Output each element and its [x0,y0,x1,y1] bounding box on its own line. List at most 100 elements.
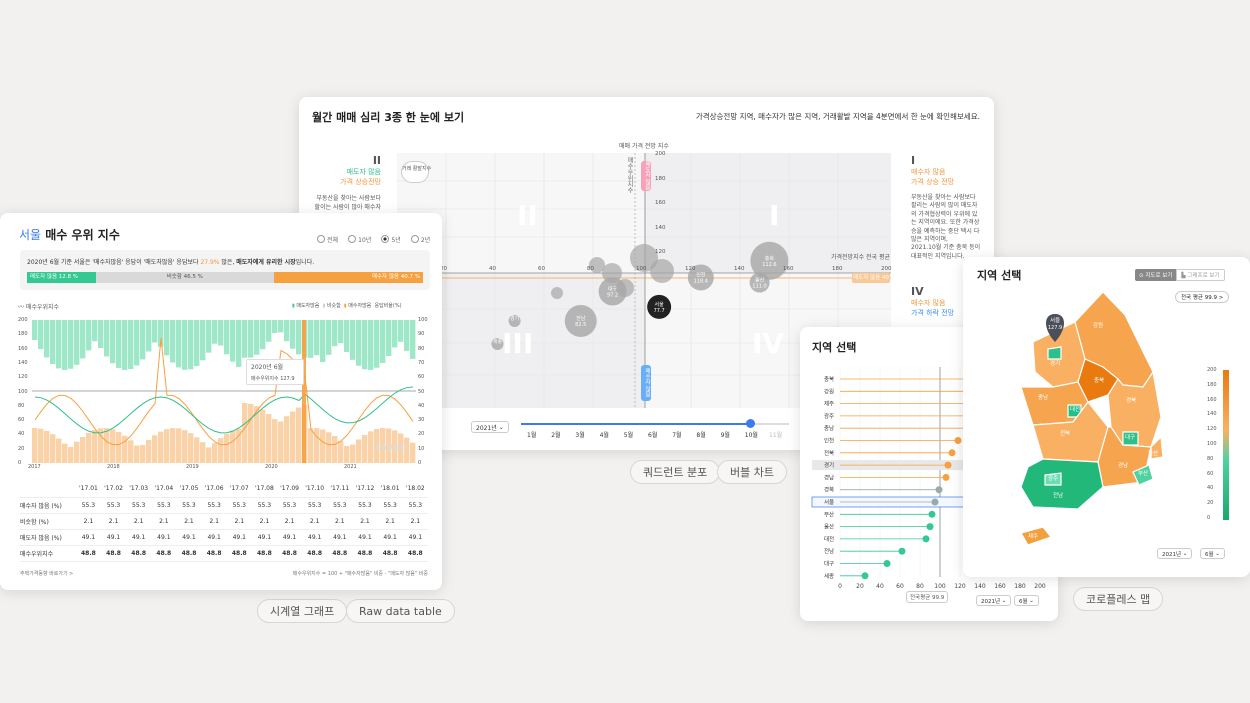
radio-all[interactable]: 전체 [317,235,338,244]
region-name-label[interactable]: 대전 [824,535,834,543]
region-name-label[interactable]: 경기 [824,461,834,469]
lollipop-dot[interactable] [935,486,943,494]
month-label[interactable]: 4월 [599,432,609,439]
lollipop-dot[interactable] [883,560,891,567]
region-name-label[interactable]: 충남 [824,424,834,432]
lollipop-dot[interactable] [928,510,936,518]
month-label[interactable]: 1월 [527,432,537,439]
month-label[interactable]: 7월 [672,432,682,439]
bubble[interactable] [551,287,563,299]
seller-bar [122,320,128,370]
bubble[interactable] [508,314,521,327]
bubble[interactable] [564,304,597,337]
region-name-label[interactable]: 광주 [824,413,834,420]
seoul-pin-icon[interactable] [1046,314,1064,342]
lollipop-dot[interactable] [861,572,869,580]
bubble[interactable] [630,244,658,272]
seller-bar [116,320,122,368]
lollipop-dot[interactable] [948,449,956,457]
month-label[interactable]: 2월 [551,432,561,439]
toggle-graph-view[interactable]: ▙ 그래프로 보기 [1176,269,1225,281]
region-name-label[interactable]: 경북 [824,487,834,494]
q1-line1: 매수자 많음 [911,168,946,176]
region-name-label[interactable]: 경남 [824,473,834,481]
buyer-bar [44,430,50,463]
map-region-label: 경기 [1050,359,1060,367]
national-avg-button[interactable]: 전국 평균 99.9 > [1175,291,1230,303]
month-slider-handle[interactable] [746,419,755,428]
seller-bar [152,320,158,343]
bubble[interactable] [491,338,504,350]
bubble[interactable] [616,279,634,297]
radio-10y-label: 10년 [358,236,372,244]
raw-data-table: '17.01'17.02'17.03'17.04'17.05'17.06'17.… [20,481,428,562]
footer-formula: 매수우위지수 = 100 + "매수자많음" 비중 - "매도자 많음" 비중 [292,571,428,577]
month-label[interactable]: 5월 [623,432,634,439]
y-tick-label: 140 [655,224,666,231]
month-label[interactable]: 3월 [575,432,585,439]
scale-tick: 120 [1207,426,1217,433]
y-tick-label: 180 [655,175,666,182]
region-name-label[interactable]: 부산 [824,510,834,518]
bubble[interactable] [602,263,622,283]
seoul-timeseries-chart [32,320,416,463]
region-name-label[interactable]: 울산 [824,523,834,531]
lollipop-dot[interactable] [931,498,939,506]
region-ulsan [1150,435,1164,460]
region-name-label[interactable]: 서울 [824,498,834,506]
bubble[interactable] [749,272,770,293]
buyer-bar [356,439,362,463]
month-label[interactable]: 6월 [648,432,658,439]
seller-bar [368,320,374,370]
region-name-label[interactable]: 인천 [824,437,834,445]
region-name-label[interactable]: 제주 [824,400,834,408]
lollipop-dot[interactable] [898,547,906,555]
map-month-select[interactable]: 6월 ⌄ [1200,548,1225,559]
seller-bar [98,320,104,348]
footer-link[interactable]: 주택가격동향 바로가기 > [20,571,74,577]
bubble-name: 경기 [510,315,519,322]
radio-5y[interactable]: 5년 [381,235,401,244]
region-month-select[interactable]: 6월 ⌄ [1014,595,1039,606]
lollipop-dot[interactable] [942,473,950,481]
region-name-label[interactable]: 전북 [824,449,834,457]
bubble-name: 울산 [755,277,765,284]
map-title: 지역 선택 [977,269,1022,282]
month-label[interactable]: 8월 [696,432,706,439]
region-name-label[interactable]: 충북 [824,375,834,383]
region-name-label[interactable]: 대구 [824,560,834,568]
map-region-label: 제주 [1028,532,1038,540]
bubble[interactable] [687,264,714,291]
month-label[interactable]: 10월 [744,432,758,439]
radio-all-label: 전체 [327,236,339,244]
region-year-select[interactable]: 2021년 ⌄ [976,595,1012,606]
bubble[interactable] [650,259,674,283]
lollipop-dot[interactable] [954,437,962,444]
year-select[interactable]: 2021년 ⌄ [471,421,509,433]
region-name-label[interactable]: 세종 [824,572,834,580]
buyer-bar [212,443,218,463]
lollipop-dot[interactable] [922,535,930,543]
map-year-select[interactable]: 2021년 ⌄ [1157,548,1193,559]
radio-10y[interactable]: 10년 [348,235,371,244]
month-label[interactable]: 11월 [769,432,783,439]
radio-2y[interactable]: 2년 [410,235,430,244]
seller-bar [386,320,392,356]
quad-label-3: III [502,327,533,360]
region-name-label[interactable]: 전남 [824,547,834,555]
region-name-label[interactable]: 강원 [824,387,834,395]
lollipop-dot[interactable] [926,523,934,531]
y-tick-label: 120 [655,249,666,255]
month-label[interactable]: 9월 [720,432,730,439]
bubble[interactable] [750,241,789,280]
bubble[interactable] [589,257,605,273]
more-menu-icon[interactable]: ⋮ [441,236,442,246]
seller-bar [134,320,140,366]
bubble[interactable] [647,294,672,319]
buyer-bar [164,429,170,463]
toggle-map-view[interactable]: ⊙ 지도로 보기 [1135,269,1177,281]
lollipop-dot[interactable] [944,461,952,469]
legend-seller: 매도자많음 [296,303,320,309]
table-cell: 49.1 [100,529,127,546]
